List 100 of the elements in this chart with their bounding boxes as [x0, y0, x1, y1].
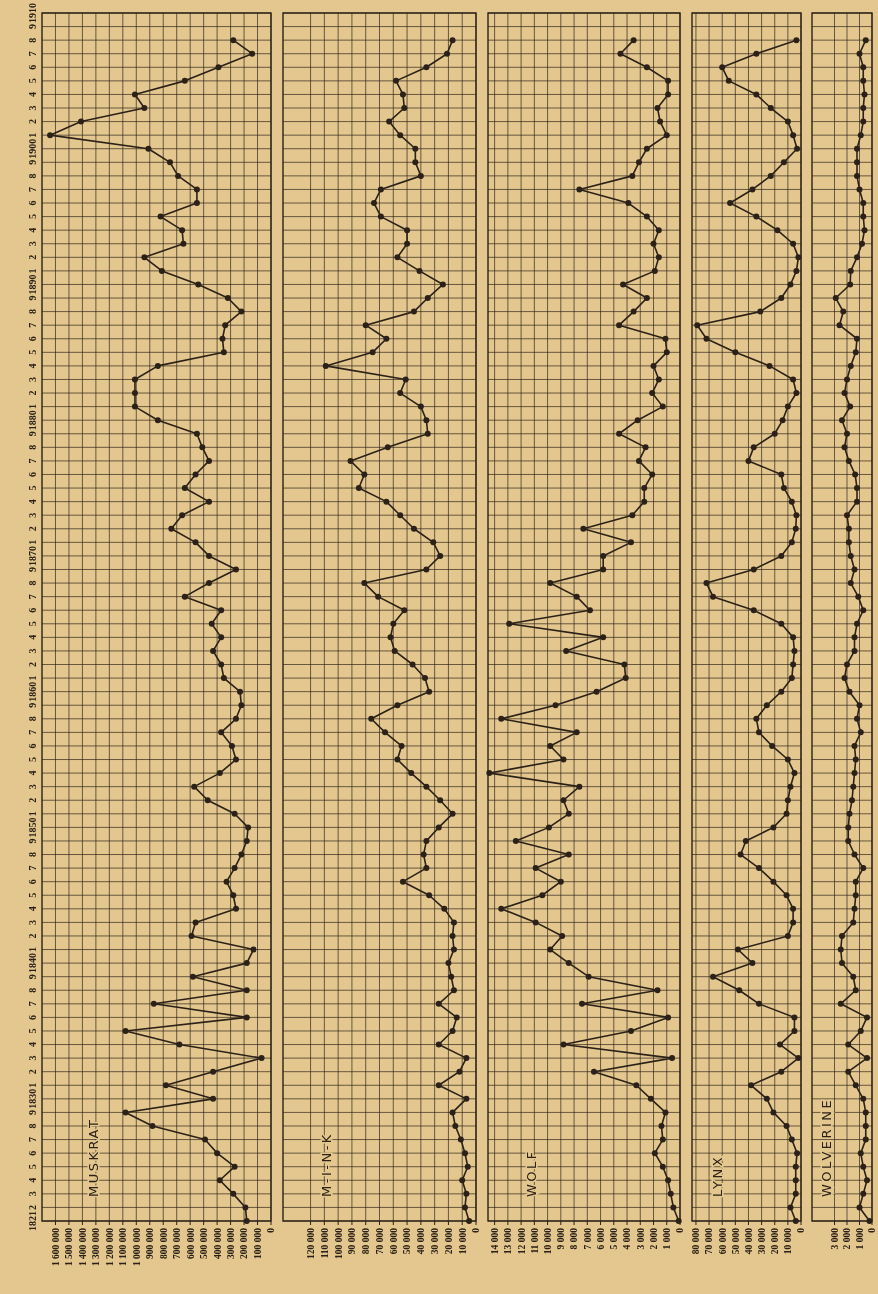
y-tick-label: 6 [27, 64, 38, 70]
x-tick-label: 1 600 000 [50, 1227, 61, 1266]
y-tick-label: 8 [27, 987, 38, 993]
y-tick-label: 7 [27, 51, 38, 57]
y-tick-label: 1 [27, 811, 38, 817]
x-tick-label: 600 000 [185, 1227, 196, 1259]
y-tick-label: 9 [27, 974, 38, 980]
y-tick-label: 1910 [27, 3, 38, 23]
y-tick-label: 6 [27, 607, 38, 613]
y-tick-label: 1880 [27, 410, 38, 431]
y-tick-label: 7 [27, 1137, 38, 1143]
y-tick-label: 1 [27, 947, 38, 953]
x-tick-label: 300 000 [225, 1227, 236, 1259]
y-tick-label: 2 [27, 1069, 38, 1075]
y-tick-label: 3 [27, 784, 38, 790]
y-tick-label: 6 [27, 743, 38, 749]
y-tick-label: 9 [27, 295, 38, 301]
y-tick-label: 3 [27, 241, 38, 247]
y-tick-label: 1 [27, 539, 38, 545]
y-tick-label: 5 [27, 1164, 38, 1170]
y-tick-label: 9 [27, 1109, 38, 1115]
y-tick-label: 8 [27, 444, 38, 450]
y-tick-label: 2 [27, 254, 38, 260]
y-tick-label: 1 [27, 675, 38, 681]
y-tick-label: 6 [27, 200, 38, 206]
text: MUSKRAT [86, 1117, 102, 1197]
y-tick-label: 1850 [27, 817, 38, 838]
x-tick-label: 10 000 [783, 1227, 794, 1255]
x-tick-label: 110 000 [319, 1227, 330, 1259]
y-tick-label: 6 [27, 1150, 38, 1156]
y-tick-label: 2 [27, 933, 38, 939]
y-tick-label: 3 [27, 1191, 38, 1197]
y-tick-label: 9 [27, 566, 38, 572]
x-tick-label: 12 000 [516, 1227, 527, 1255]
x-tick-label: 0 [266, 1227, 277, 1233]
y-tick-label: 8 [27, 852, 38, 858]
y-tick-label: 8 [27, 37, 38, 43]
y-tick-label: 7 [27, 729, 38, 735]
x-tick-label: 1 000 [854, 1227, 865, 1250]
y-tick-label: 5 [27, 78, 38, 84]
x-tick-label: 3 000 [829, 1227, 840, 1250]
y-tick-label: 7 [27, 458, 38, 464]
y-tick-label: 7 [27, 865, 38, 871]
x-tick-label: 1 500 000 [64, 1227, 75, 1266]
y-tick-label: 8 [27, 1123, 38, 1129]
y-tick-label: 3 [27, 648, 38, 654]
x-tick-label: 3 000 [635, 1227, 646, 1250]
x-tick-label: 70 000 [704, 1227, 715, 1255]
x-tick-label: 100 000 [252, 1227, 263, 1259]
y-tick-label: 2 [27, 119, 38, 125]
y-tick-label: 4 [27, 1042, 38, 1048]
x-tick-label: 1 000 000 [131, 1227, 142, 1266]
x-tick-label: 500 000 [199, 1227, 210, 1259]
x-tick-label: 900 000 [145, 1227, 156, 1259]
y-tick-label: 6 [27, 1014, 38, 1020]
y-tick-label: 1870 [27, 545, 38, 566]
x-tick-label: 800 000 [158, 1227, 169, 1259]
x-tick-label: 1 200 000 [104, 1227, 115, 1266]
y-tick-label: 3 [27, 376, 38, 382]
y-tick-label: 1890 [27, 274, 38, 295]
x-tick-label: 2 000 [648, 1227, 659, 1250]
y-tick-label: 2 [27, 662, 38, 668]
y-tick-label: 9 [27, 702, 38, 708]
x-tick-label: 90 000 [347, 1227, 358, 1255]
x-tick-label: 6 000 [595, 1227, 606, 1250]
y-tick-label: 5 [27, 621, 38, 627]
y-tick-label: 5 [27, 349, 38, 355]
y-tick-label: 3 [27, 105, 38, 111]
x-tick-label: 10 000 [542, 1227, 553, 1255]
y-tick-label: 1 [27, 1082, 38, 1088]
y-tick-label: 1900 [27, 138, 38, 159]
x-tick-label: 400 000 [212, 1227, 223, 1259]
y-tick-label: 1 [27, 404, 38, 410]
x-tick-label: 5 000 [609, 1227, 620, 1250]
x-tick-label: 14 000 [490, 1227, 501, 1255]
y-tick-label: 9 [27, 838, 38, 844]
x-tick-label: 80 000 [361, 1227, 372, 1255]
y-tick-label: 4 [27, 770, 38, 776]
x-tick-label: 11 000 [529, 1227, 540, 1254]
y-tick-label: 7 [27, 186, 38, 192]
y-tick-label: 3 [27, 1055, 38, 1061]
x-tick-label: 50 000 [402, 1227, 413, 1255]
x-tick-label: 60 000 [388, 1227, 399, 1255]
x-tick-label: 200 000 [239, 1227, 250, 1259]
y-tick-label: 5 [27, 214, 38, 220]
x-tick-label: 20 000 [770, 1227, 781, 1255]
x-tick-label: 7 000 [582, 1227, 593, 1250]
y-tick-label: 4 [27, 634, 38, 640]
x-tick-label: 120 000 [305, 1227, 316, 1259]
x-tick-label: 100 000 [333, 1227, 344, 1259]
y-tick-label: 2 [27, 1204, 38, 1210]
y-tick-label: 1860 [27, 681, 38, 702]
x-tick-label: 1 100 000 [118, 1227, 129, 1266]
y-tick-label: 4 [27, 227, 38, 233]
x-tick-label: 1 400 000 [77, 1227, 88, 1266]
y-tick-label: 6 [27, 336, 38, 342]
y-tick-label: 7 [27, 594, 38, 600]
x-tick-label: 0 [796, 1227, 807, 1233]
y-tick-label: 2 [27, 390, 38, 396]
y-tick-label: 1830 [27, 1088, 38, 1109]
